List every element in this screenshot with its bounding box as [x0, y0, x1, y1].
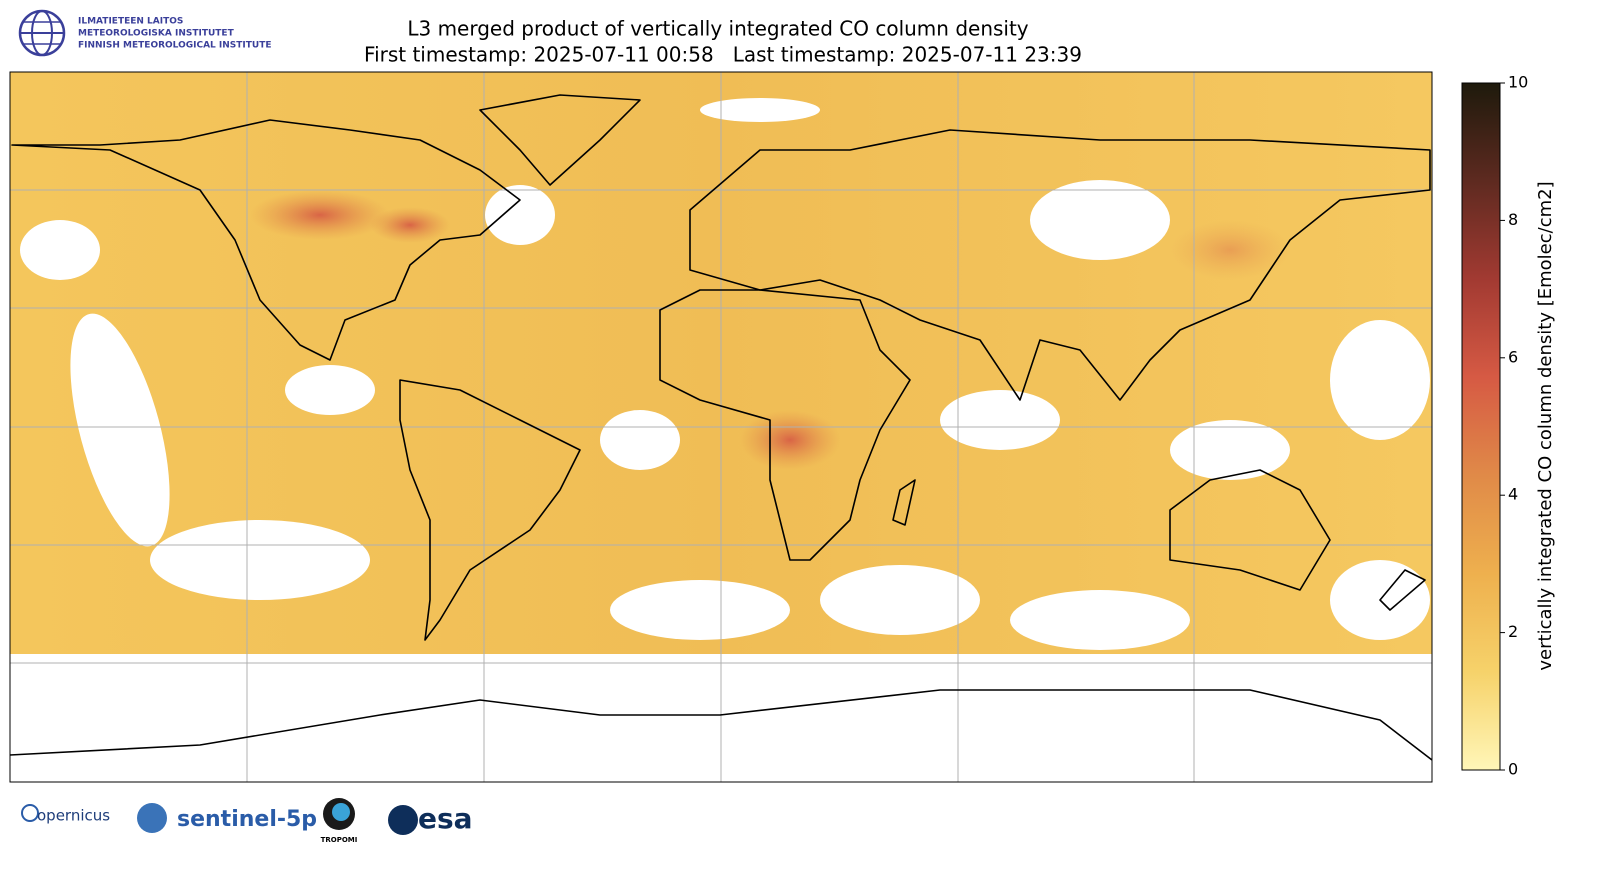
coastlines — [10, 94, 1432, 761]
graticule — [10, 72, 1432, 782]
tick-label: 2 — [1508, 622, 1518, 641]
tick-label: 4 — [1508, 485, 1518, 504]
cloud-gaps — [20, 98, 1430, 650]
map — [10, 72, 1432, 782]
subtitle: First timestamp: 2025-07-11 00:58 Last t… — [364, 43, 1082, 67]
footer-logos: opernicus sentinel-5p TROPOMI esa — [21, 798, 473, 844]
logo-text: esa — [418, 802, 473, 835]
logo-line: ILMATIETEEN LAITOS — [78, 17, 183, 27]
tick-label: 10 — [1508, 73, 1528, 92]
tick-label: 8 — [1508, 210, 1518, 229]
tick-label: 6 — [1508, 347, 1518, 366]
tick-label: 0 — [1508, 760, 1518, 779]
title: L3 merged product of vertically integrat… — [407, 17, 1028, 41]
logo-line: FINNISH METEOROLOGICAL INSTITUTE — [78, 41, 272, 51]
logo-line: METEOROLOGISKA INSTITUTET — [78, 29, 235, 39]
colorbar-scale — [1461, 82, 1501, 771]
map-frame — [9, 71, 1433, 783]
logo-text: opernicus — [37, 807, 110, 825]
colorbar-label: vertically integrated CO column density … — [1535, 181, 1556, 670]
logo-text: sentinel-5p — [177, 807, 317, 832]
colorbar: vertically integrated CO column density … — [1461, 73, 1556, 779]
logo-text: TROPOMI — [321, 836, 358, 844]
fmi-logo: ILMATIETEEN LAITOS METEOROLOGISKA INSTIT… — [18, 9, 272, 57]
